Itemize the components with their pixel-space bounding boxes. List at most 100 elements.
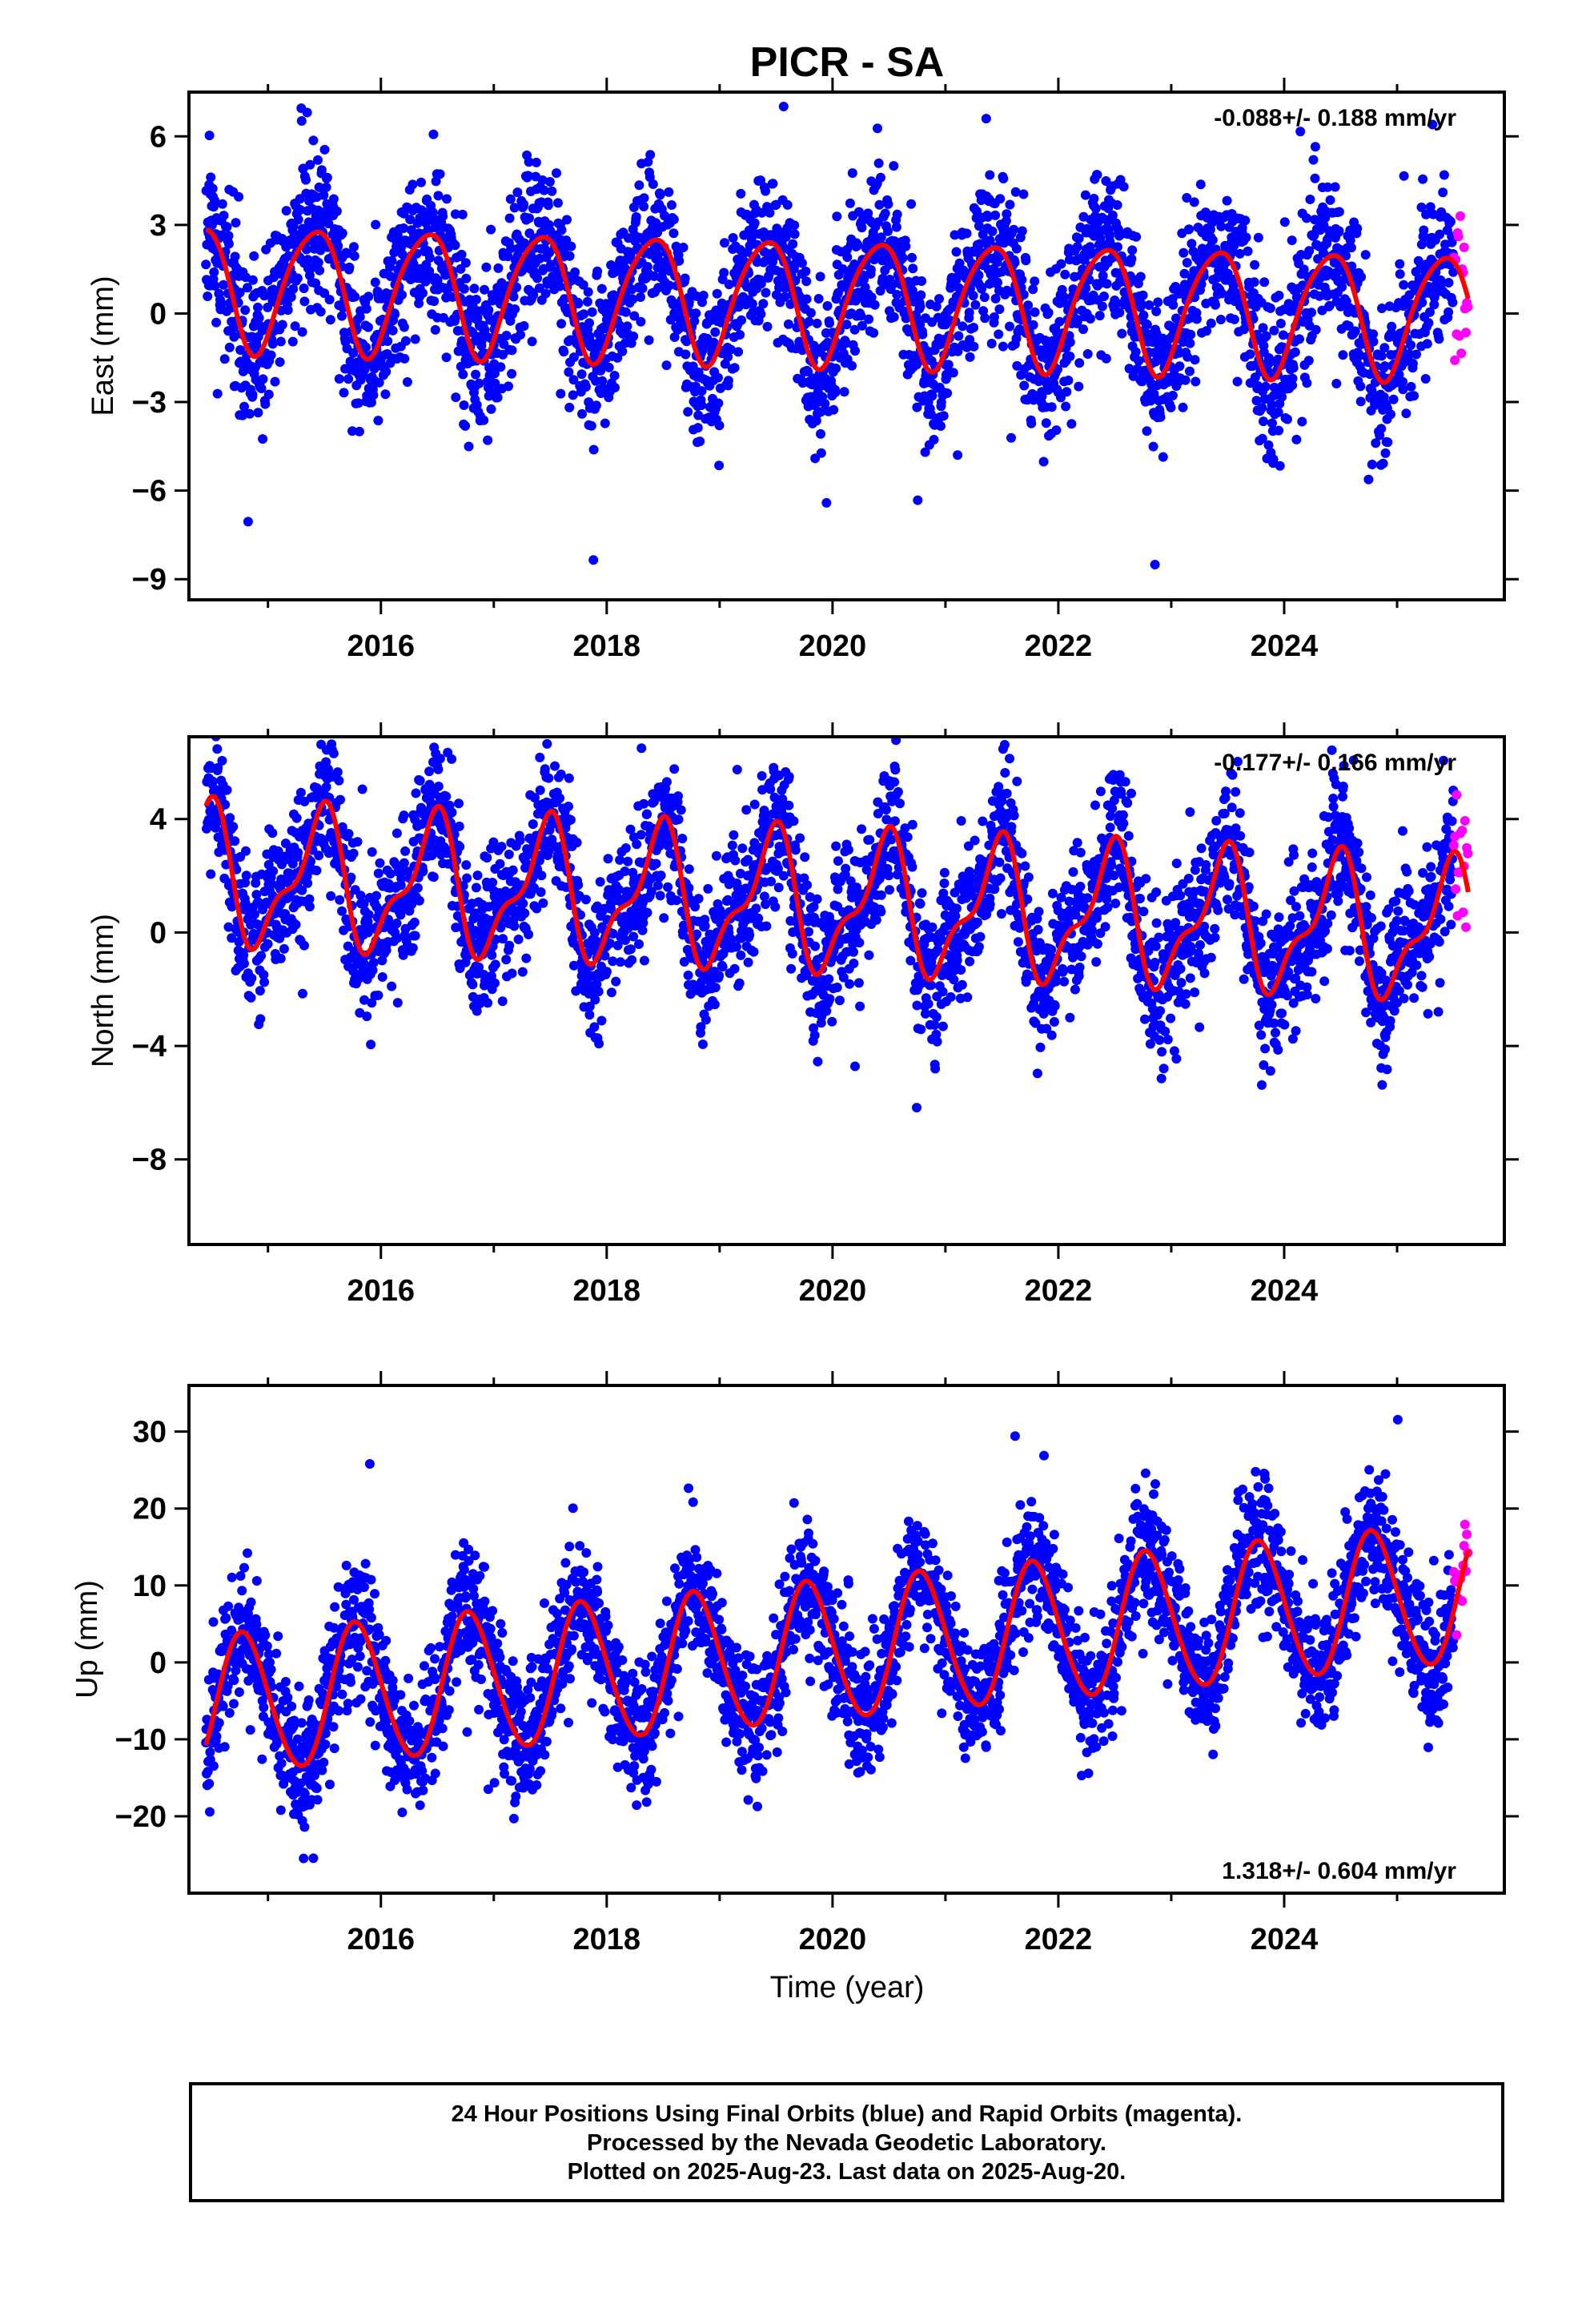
final-orbit-point (1074, 233, 1084, 243)
final-orbit-point (209, 267, 219, 277)
final-orbit-point (1101, 353, 1111, 364)
final-orbit-point (206, 869, 216, 879)
final-orbit-point (943, 360, 954, 370)
final-orbit-point (1347, 261, 1357, 271)
final-orbit-point (583, 287, 593, 297)
final-orbit-point (572, 838, 582, 848)
final-orbit-point (714, 460, 725, 471)
final-orbit-point (304, 894, 315, 904)
final-orbit-point (486, 404, 496, 414)
plot-area (201, 70, 1473, 569)
final-orbit-point (609, 371, 620, 380)
final-orbit-point (331, 206, 342, 216)
final-orbit-point (927, 391, 938, 401)
final-orbit-point (451, 392, 461, 403)
final-orbit-point (564, 773, 574, 783)
final-orbit-point (319, 723, 329, 733)
final-orbit-point (839, 387, 849, 397)
final-orbit-point (256, 384, 267, 393)
final-orbit-point (1416, 239, 1427, 250)
final-orbit-point (733, 302, 744, 312)
final-orbit-point (948, 368, 958, 378)
final-orbit-point (876, 232, 886, 243)
final-orbit-point (1149, 389, 1159, 399)
final-orbit-point (690, 902, 701, 912)
final-orbit-point (222, 222, 232, 232)
final-orbit-point (424, 766, 435, 777)
final-orbit-point (761, 186, 771, 196)
final-orbit-point (328, 194, 339, 204)
final-orbit-point (223, 239, 234, 249)
final-orbit-point (251, 340, 262, 350)
final-orbit-point (210, 281, 220, 291)
final-orbit-point (964, 308, 974, 318)
final-orbit-point (1216, 221, 1227, 231)
final-orbit-point (1406, 340, 1416, 350)
final-orbit-point (339, 388, 349, 398)
final-orbit-point (712, 288, 722, 299)
final-orbit-point (299, 940, 309, 951)
final-orbit-point (230, 836, 240, 846)
final-orbit-point (749, 218, 760, 228)
final-orbit-point (588, 555, 599, 565)
final-orbit-point (1343, 321, 1354, 331)
final-orbit-point (367, 846, 377, 857)
final-orbit-point (601, 967, 612, 977)
final-orbit-point (266, 350, 276, 360)
final-orbit-point (414, 895, 424, 906)
final-orbit-point (1202, 326, 1212, 336)
final-orbit-point (366, 1039, 376, 1050)
final-orbit-point (1307, 308, 1316, 318)
final-orbit-point (883, 199, 893, 209)
final-orbit-point (405, 215, 416, 225)
final-orbit-point (479, 415, 489, 425)
final-orbit-point (346, 872, 356, 883)
final-orbit-point (593, 987, 604, 997)
final-orbit-point (954, 283, 964, 293)
final-orbit-point (344, 262, 355, 272)
final-orbit-point (773, 883, 784, 893)
final-orbit-point (535, 752, 545, 762)
final-orbit-point (1243, 246, 1253, 256)
final-orbit-point (538, 898, 548, 908)
final-orbit-point (1001, 215, 1011, 226)
final-orbit-point (1212, 272, 1223, 283)
final-orbit-point (440, 714, 450, 723)
final-orbit-point (1223, 268, 1233, 279)
final-orbit-point (1308, 155, 1319, 165)
final-orbit-point (1038, 456, 1049, 467)
final-orbit-point (1155, 412, 1166, 422)
final-orbit-point (604, 939, 615, 948)
final-orbit-point (1300, 70, 1310, 80)
final-orbit-point (241, 870, 251, 881)
y-tick-label: 6 (150, 120, 167, 154)
final-orbit-point (1089, 194, 1099, 203)
final-orbit-point (333, 241, 343, 251)
final-orbit-point (888, 279, 898, 289)
final-orbit-point (397, 290, 407, 300)
final-orbit-point (651, 858, 661, 869)
final-orbit-point (287, 336, 298, 347)
final-orbit-point (516, 330, 525, 340)
final-orbit-point (1102, 279, 1112, 289)
final-orbit-point (357, 784, 367, 794)
final-orbit-point (375, 858, 385, 868)
final-orbit-point (625, 944, 636, 955)
final-orbit-point (374, 377, 384, 388)
final-orbit-point (461, 273, 472, 283)
final-orbit-point (322, 172, 332, 183)
final-orbit-point (912, 402, 922, 412)
final-orbit-point (753, 913, 764, 923)
final-orbit-point (816, 407, 826, 417)
final-orbit-point (1263, 440, 1274, 450)
final-orbit-point (681, 349, 691, 360)
final-orbit-point (1383, 437, 1393, 448)
final-orbit-point (697, 386, 707, 396)
final-orbit-point (676, 805, 686, 815)
final-orbit-point (1355, 381, 1366, 392)
final-orbit-point (1269, 325, 1279, 336)
final-orbit-point (832, 211, 842, 222)
final-orbit-point (428, 207, 438, 218)
final-orbit-point (611, 976, 621, 987)
